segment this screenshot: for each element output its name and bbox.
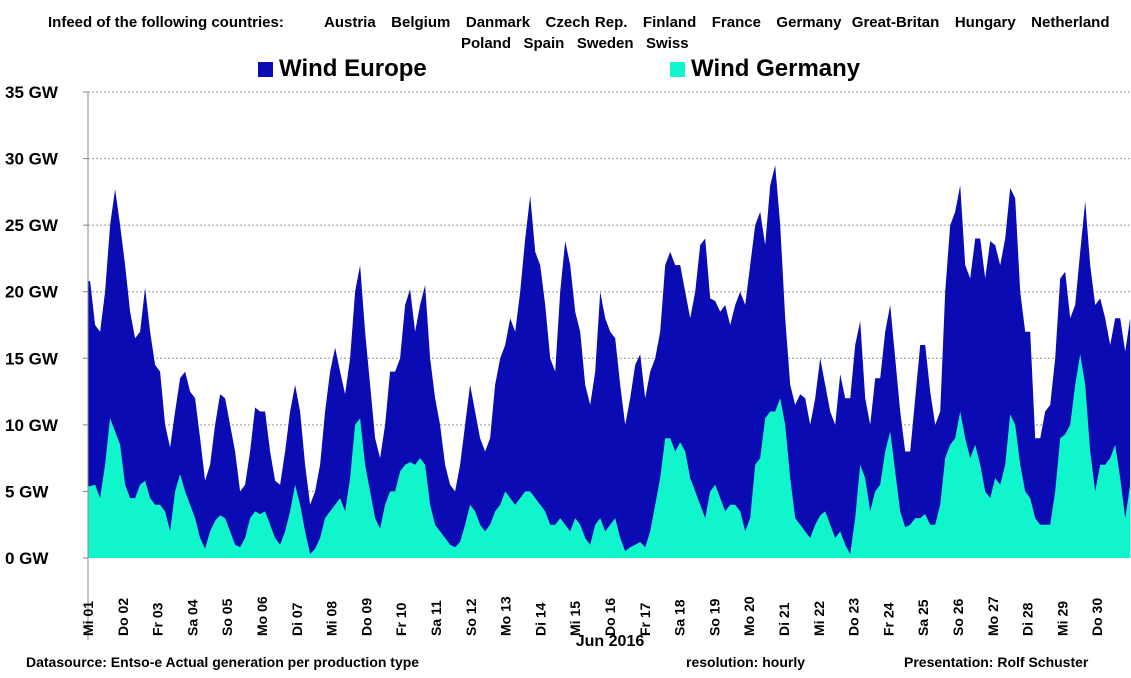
x-tick-label: Mi 01 bbox=[80, 601, 96, 636]
x-tick-label: Do 23 bbox=[846, 598, 862, 636]
area-wind-germany bbox=[88, 354, 1131, 558]
y-tick-label: 0 GW bbox=[5, 549, 49, 568]
y-tick-label: 30 GW bbox=[5, 150, 59, 169]
x-tick-label: Mi 22 bbox=[811, 601, 827, 636]
x-tick-label: Mo 27 bbox=[985, 596, 1001, 636]
y-tick-label: 15 GW bbox=[5, 349, 59, 368]
x-tick-label: Sa 18 bbox=[672, 599, 688, 636]
x-tick-label: Sa 04 bbox=[184, 599, 200, 636]
x-tick-label: Mo 20 bbox=[741, 596, 757, 636]
y-tick-label: 10 GW bbox=[5, 416, 59, 435]
x-tick-label: Do 02 bbox=[115, 598, 131, 636]
legend-wind-europe: Wind Europe bbox=[258, 55, 427, 83]
legend-swatch-europe bbox=[258, 61, 273, 77]
x-tick-label: Di 07 bbox=[289, 602, 305, 636]
legend-label-germany: Wind Germany bbox=[691, 55, 861, 82]
legend-label-europe: Wind Europe bbox=[279, 55, 427, 82]
x-tick-label: Di 21 bbox=[776, 602, 792, 636]
x-tick-label: Do 09 bbox=[358, 598, 374, 636]
countries-line-2: Poland Spain Sweden Swiss bbox=[461, 35, 689, 52]
x-tick-label: Di 14 bbox=[532, 602, 548, 636]
x-tick-label: Do 30 bbox=[1089, 598, 1105, 636]
x-axis-title: Jun 2016 bbox=[576, 633, 645, 650]
countries-intro: Infeed of the following countries: bbox=[48, 14, 284, 31]
x-tick-label: Sa 11 bbox=[428, 600, 444, 636]
footer-presentation: Presentation: Rolf Schuster bbox=[904, 654, 1089, 670]
x-tick-label: Sa 25 bbox=[915, 599, 931, 636]
x-tick-label: Fr 10 bbox=[393, 602, 409, 636]
footer-source: Datasource: Entso-e Actual generation pe… bbox=[26, 654, 420, 670]
x-tick-label: So 12 bbox=[463, 598, 479, 636]
x-tick-label: Do 16 bbox=[602, 598, 618, 636]
x-tick-label: So 19 bbox=[706, 598, 722, 636]
y-tick-label: 35 GW bbox=[5, 83, 59, 102]
countries-line-1: Austria Belgium Danmark Czech Rep. Finla… bbox=[324, 14, 1110, 31]
x-tick-label: Mi 29 bbox=[1054, 601, 1070, 636]
x-tick-label: Mi 08 bbox=[324, 601, 340, 636]
footer-resolution: resolution: hourly bbox=[686, 654, 805, 670]
y-tick-label: 20 GW bbox=[5, 283, 59, 302]
x-tick-label: Mo 13 bbox=[498, 596, 514, 636]
y-tick-label: 25 GW bbox=[5, 216, 59, 235]
x-tick-label: Mo 06 bbox=[254, 596, 270, 636]
x-tick-label: Fr 17 bbox=[637, 602, 653, 636]
legend-swatch-germany bbox=[670, 61, 685, 77]
x-tick-label: Di 28 bbox=[1020, 602, 1036, 636]
x-tick-label: So 05 bbox=[219, 598, 235, 636]
x-tick-label: So 26 bbox=[950, 598, 966, 636]
x-tick-label: Fr 24 bbox=[880, 602, 896, 636]
y-tick-label: 5 GW bbox=[5, 482, 49, 501]
legend-wind-germany: Wind Germany bbox=[670, 55, 860, 83]
x-tick-label: Fr 03 bbox=[150, 602, 166, 636]
x-tick-label: Mi 15 bbox=[567, 601, 583, 636]
area-wind-europe bbox=[88, 165, 1131, 558]
